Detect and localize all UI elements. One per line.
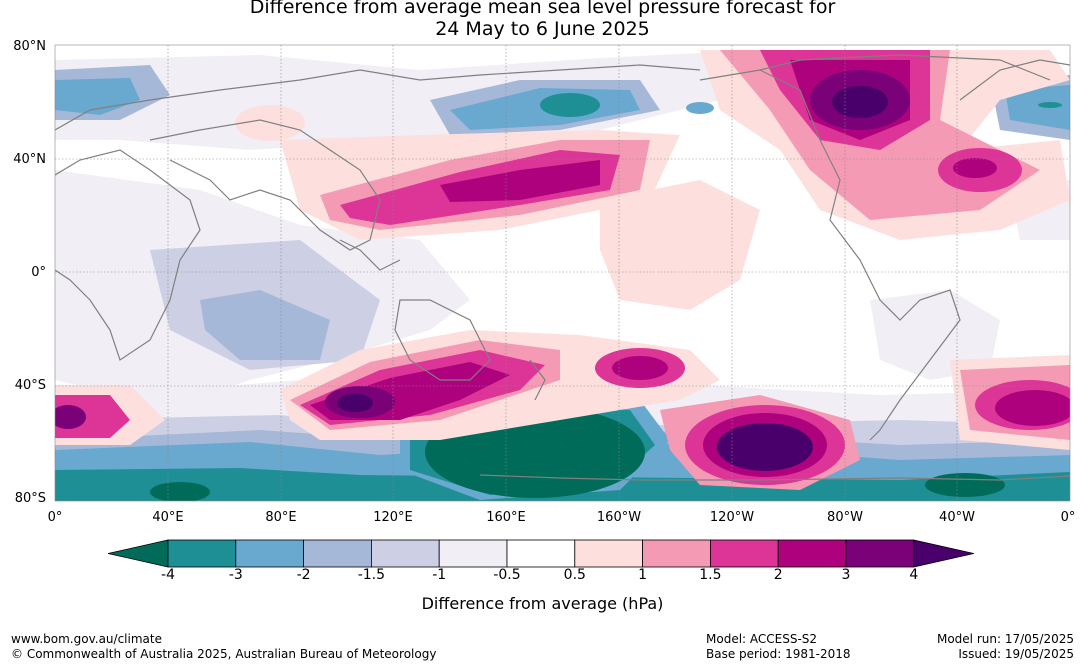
lon-label-80w: 80°W (827, 510, 863, 525)
lat-label-40n: 40°N (13, 152, 46, 167)
coastlines (55, 54, 1070, 481)
lon-label-0: 0° (47, 510, 63, 525)
colorbar-tick-label: 1.5 (699, 567, 722, 583)
model-run-date: Model run: 17/05/2025 (936, 632, 1074, 646)
colorbar-bin (370, 539, 440, 568)
footer-model: Model: ACCESS-S2 Base period: 1981-2018 (706, 632, 851, 662)
lon-label-160e: 160°E (486, 510, 526, 525)
map-title: Difference from average mean sea level p… (0, 0, 1085, 40)
colorbar-bin (777, 539, 847, 568)
lon-label-40e: 40°E (152, 510, 184, 525)
colorbar-tick-label: -2 (296, 567, 311, 583)
bom-climate-link[interactable]: www.bom.gov.au/climate (11, 632, 162, 646)
lon-label-40w: 40°W (939, 510, 975, 525)
footer-dates: Model run: 17/05/2025 Issued: 19/05/2025 (937, 632, 1074, 662)
lon-label-120w: 120°W (709, 510, 755, 525)
colorbar-tick-label: -4 (161, 567, 175, 583)
colorbar-tick-label: 2 (773, 567, 783, 583)
lat-label-80s: 80°S (14, 491, 46, 506)
lat-label-40s: 40°S (14, 378, 46, 393)
colorbar-bin (845, 539, 915, 568)
issued-date: Issued: 19/05/2025 (958, 647, 1074, 661)
colorbar-tick-label: -3 (228, 567, 243, 583)
colorbar-bin (506, 539, 576, 568)
colorbar-bin (303, 539, 372, 568)
lat-label-0: 0° (31, 265, 46, 280)
colorbar-title: Difference from average (hPa) (421, 594, 664, 613)
base-period: Base period: 1981-2018 (706, 647, 851, 661)
colorbar-bin (235, 539, 305, 568)
colorbar-bin (642, 539, 711, 568)
colorbar-tick-label: 4 (909, 567, 919, 583)
colorbar-tick-label: -1.5 (357, 567, 386, 583)
copyright-text: © Commonwealth of Australia 2025, Austra… (11, 647, 437, 661)
colorbar-bin (438, 539, 508, 568)
colorbar-tick-label: -0.5 (493, 567, 521, 583)
model-name: Model: ACCESS-S2 (706, 632, 818, 646)
colorbar-extend-min (107, 539, 169, 568)
colorbar-bin (574, 539, 643, 568)
lat-label-80n: 80°N (13, 39, 46, 54)
lon-label-120e: 120°E (373, 510, 413, 525)
anomaly-field (55, 50, 1070, 501)
colorbar-bin (710, 539, 779, 568)
lon-label-0-right: 0° (1060, 510, 1076, 525)
colorbar-tick-label: 3 (841, 567, 851, 583)
lon-label-160w: 160°W (596, 510, 642, 525)
colorbar-tick-label: -1 (432, 567, 447, 583)
colorbar-tick-label: 1 (638, 567, 648, 583)
map-title-line1: Difference from average mean sea level p… (249, 0, 836, 18)
map-title-line2: 24 May to 6 June 2025 (435, 18, 650, 40)
colorbar-extend-max (913, 539, 974, 568)
lon-label-80e: 80°E (265, 510, 297, 525)
colorbar-tick-label: 0.5 (563, 567, 586, 583)
footer-left: www.bom.gov.au/climate © Commonwealth of… (11, 632, 436, 662)
colorbar-bin (167, 539, 237, 568)
graticule (55, 45, 1070, 501)
